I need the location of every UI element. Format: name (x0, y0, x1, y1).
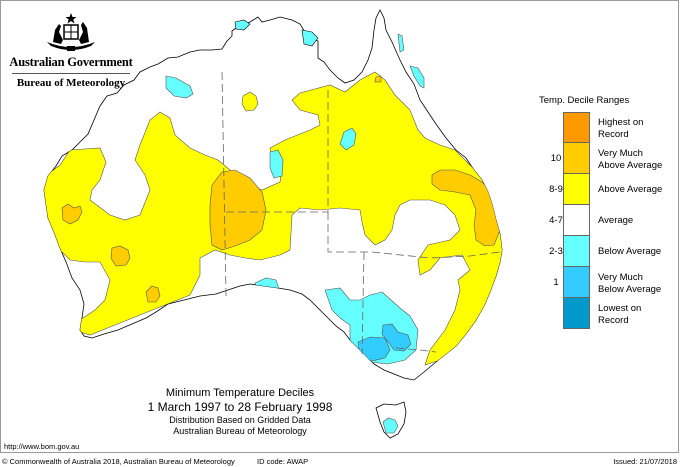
border-sa-qld (327, 212, 372, 253)
border-qld-nsw (371, 251, 501, 259)
region-very-much-above-west3 (145, 285, 161, 303)
region-below-average-tiwi (234, 19, 251, 31)
legend-item-above: 8-9 Above Average (536, 174, 676, 205)
map-date-range: 1 March 1997 to 28 February 1998 (147, 400, 333, 414)
region-very-much-above-west2 (110, 245, 131, 267)
copyright-text: © Commonwealth of Australia 2018, Austra… (2, 457, 235, 466)
region-below-average-nt (269, 149, 284, 179)
legend-range: 4-7 (549, 215, 563, 226)
region-very-much-below-vic1 (357, 336, 391, 362)
legend-swatch (563, 205, 590, 236)
region-below-average-arnhem (301, 29, 319, 47)
legend-label: Average (598, 215, 634, 226)
map-subtitle-distribution: Distribution Based on Gridded Data (169, 415, 311, 425)
legend-item-highest: Highest on Record (536, 112, 676, 143)
legend-item-below: 2-3 Below Average (536, 236, 676, 267)
region-above-average-north (241, 91, 259, 112)
id-code: ID code: AWAP (257, 457, 309, 466)
legend-label: Above Average (598, 184, 663, 195)
region-very-much-below-vic2 (381, 323, 412, 352)
legend-label: Lowest on Record (598, 303, 642, 326)
legend-label: Highest on Record (598, 117, 644, 140)
border-sa-east (361, 251, 365, 355)
region-very-much-above-central (209, 169, 267, 251)
map-subtitle-source: Australian Bureau of Meteorology (173, 426, 307, 436)
region-below-average-cape-york2 (409, 65, 425, 89)
region-below-average-gulf (339, 127, 357, 151)
legend-range: 10 (550, 153, 562, 164)
logo-divider (12, 73, 130, 74)
border-wa (221, 71, 227, 297)
legend-swatch (563, 298, 590, 329)
region-below-average-tasmania (382, 417, 399, 434)
legend-item-very-much-below: 1 Very Much Below Average (536, 267, 676, 298)
decile-map (43, 9, 503, 439)
region-very-much-above-east (431, 169, 501, 247)
legend-swatch (563, 112, 590, 143)
region-very-much-above-cape (374, 75, 382, 83)
bom-logo: Australian Government Bureau of Meteorol… (8, 8, 134, 98)
footer: © Commonwealth of Australia 2018, Austra… (0, 454, 680, 467)
legend-range: 2-3 (549, 246, 563, 257)
bom-website-link[interactable]: http://www.bom.gov.au (4, 442, 80, 451)
legend-item-average: 4-7 Average (536, 205, 676, 236)
legend-label: Very Much Below Average (598, 272, 662, 295)
legend-swatch (563, 236, 590, 267)
map-frame (0, 0, 679, 453)
region-below-average-cape-york1 (397, 33, 405, 53)
region-below-average-kimberley (165, 75, 194, 99)
border-nsw-vic (395, 347, 437, 353)
issued-date: Issued: 21/07/2018 (613, 457, 677, 466)
map-title: Minimum Temperature Deciles (165, 387, 315, 399)
legend-title: Temp. Decile Ranges (539, 95, 630, 106)
legend-item-lowest: Lowest on Record (536, 298, 676, 329)
legend-item-very-much-above: 10 Very Much Above Average (536, 143, 676, 174)
legend-range: 1 (553, 277, 559, 288)
legend-swatch (563, 143, 590, 174)
legend-range: 8-9 (549, 184, 563, 195)
commonwealth-coat-of-arms-icon (47, 13, 95, 51)
legend-swatch (563, 267, 590, 298)
region-very-much-above-west1 (61, 203, 83, 225)
decile-regions (44, 71, 502, 366)
legend-label: Below Average (598, 246, 662, 257)
government-name: Australian Government (9, 55, 133, 69)
legend-label: Very Much Above Average (598, 148, 663, 171)
map-title-block: Minimum Temperature Deciles 1 March 1997… (130, 386, 350, 437)
legend-swatch (563, 174, 590, 205)
state-borders (221, 71, 501, 355)
bureau-name: Bureau of Meteorology (16, 77, 126, 89)
